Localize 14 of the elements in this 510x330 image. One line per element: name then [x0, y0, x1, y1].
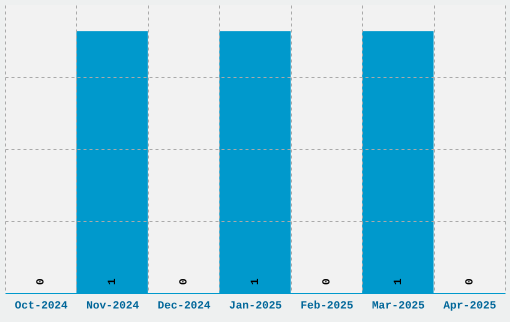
data-label: 1	[392, 278, 405, 285]
x-tick-label: Nov-2024	[86, 300, 140, 312]
x-tick-label: Feb-2025	[300, 300, 354, 312]
data-label: 0	[36, 278, 48, 285]
x-tick-label: Jan-2025	[229, 300, 282, 312]
x-tick-label: Apr-2025	[443, 300, 497, 312]
data-label: 1	[250, 278, 262, 285]
x-tick-label: Oct-2024	[14, 300, 68, 312]
data-label: 0	[178, 278, 191, 285]
data-label: 0	[464, 278, 476, 285]
data-label: 0	[321, 278, 334, 285]
x-tick-label: Dec-2024	[158, 300, 211, 312]
x-tick-label: Mar-2025	[372, 300, 426, 312]
data-label: 1	[107, 278, 120, 285]
